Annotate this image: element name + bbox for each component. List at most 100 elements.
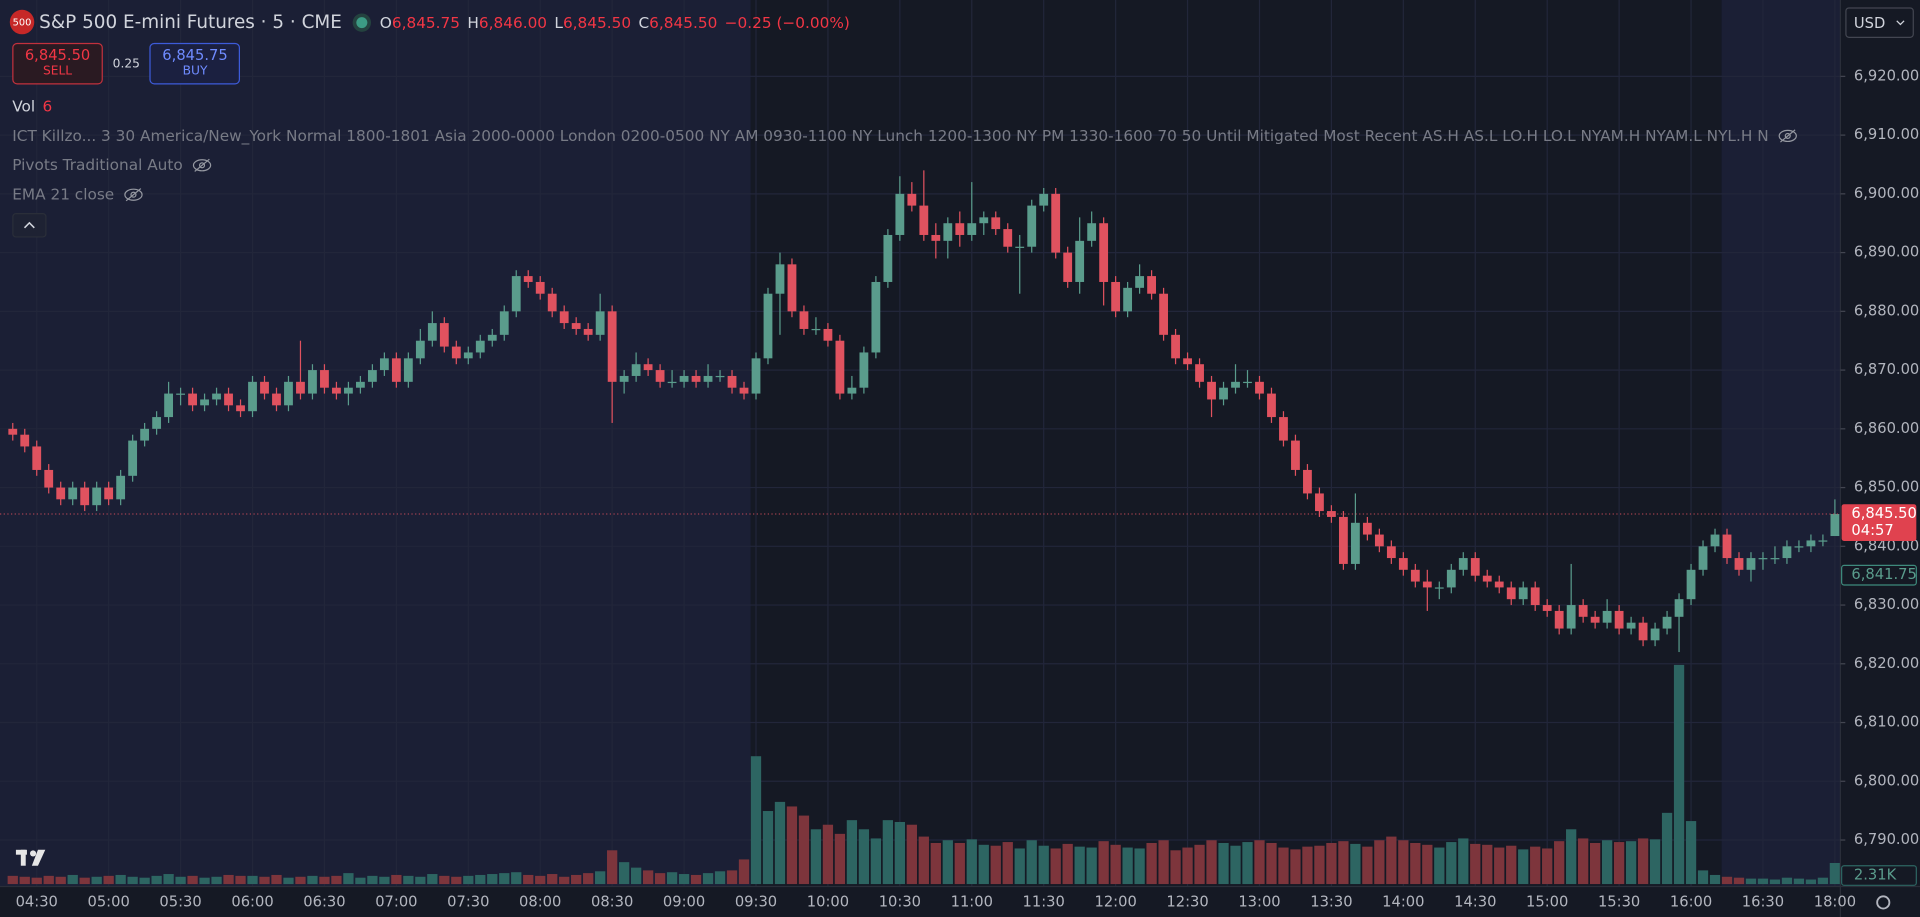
sell-label: SELL — [42, 64, 73, 79]
high-label: H — [467, 12, 479, 32]
volume-bar — [1362, 846, 1373, 885]
trade-buttons: 6,845.50 SELL 0.25 6,845.75 BUY — [12, 42, 241, 85]
candle-body — [56, 487, 66, 500]
volume-bar — [786, 806, 798, 885]
volume-bar — [1182, 847, 1193, 885]
candle-body — [1171, 334, 1180, 359]
volume-bar — [175, 876, 186, 885]
volume-bar — [139, 877, 150, 885]
volume-bar — [918, 836, 929, 885]
x-tick-label: 08:00 — [519, 893, 561, 910]
currency-select[interactable]: USD — [1845, 7, 1914, 38]
volume-bar — [1122, 847, 1133, 885]
x-tick-label: 16:30 — [1742, 893, 1784, 910]
candle-body — [1494, 581, 1504, 588]
candle-body — [955, 223, 965, 235]
y-tick-label: 6,920.00 — [1854, 67, 1919, 84]
candle-body — [1015, 246, 1025, 248]
volume-bar — [882, 820, 894, 885]
open-value: 6,845.75 — [391, 12, 461, 32]
candle-body — [895, 193, 905, 235]
candle-body — [727, 375, 737, 388]
volume-bar — [595, 871, 606, 885]
change-value: −0.25 (−0.00%) — [724, 12, 850, 32]
volume-bar — [1098, 841, 1109, 885]
volume-bar — [1625, 841, 1637, 885]
x-tick-label: 12:30 — [1166, 893, 1208, 910]
volume-bar — [1266, 842, 1277, 885]
candle-body — [1422, 581, 1432, 588]
hidden-icon[interactable] — [124, 187, 144, 202]
candle-body — [391, 358, 401, 382]
vol-label[interactable]: Vol — [12, 96, 36, 116]
volume-bar — [547, 874, 558, 885]
x-tick-label: 07:00 — [375, 893, 417, 910]
legend-header: 500 S&P 500 E-mini Futures · 5 · CME O 6,… — [9, 9, 850, 35]
volume-bar — [762, 811, 774, 885]
pivots-label[interactable]: Pivots Traditional Auto — [12, 155, 183, 174]
volume-bar — [19, 876, 30, 885]
candle-body — [68, 487, 78, 500]
volume-bar — [295, 876, 306, 885]
sell-price: 6,845.50 — [24, 46, 91, 64]
candle-body — [1159, 293, 1168, 335]
volume-bar — [630, 867, 642, 885]
candle-body — [92, 487, 102, 506]
symbol-badge: 500 — [9, 9, 35, 35]
volume-bar — [511, 872, 522, 885]
candle-body — [1650, 628, 1660, 641]
settings-icon[interactable] — [1876, 895, 1891, 910]
volume-bar — [1374, 840, 1385, 885]
collapse-button[interactable] — [12, 213, 47, 238]
candle-body — [475, 340, 485, 353]
volume-bar — [31, 877, 42, 885]
volume-bar — [990, 845, 1001, 885]
candle-body — [1818, 540, 1828, 542]
candle-body — [188, 393, 197, 406]
candle-body — [1458, 558, 1468, 570]
candle-body — [1446, 569, 1456, 588]
candle-body — [823, 328, 833, 341]
volume-bar — [427, 874, 438, 885]
volume-bar — [1434, 847, 1445, 885]
candle-body — [272, 393, 281, 406]
volume-bar — [954, 842, 965, 885]
high-value: 6,846.00 — [478, 12, 548, 32]
y-tick-label: 6,890.00 — [1854, 244, 1919, 261]
candle-body — [499, 311, 509, 335]
volume-bar — [1158, 840, 1169, 885]
candle-body — [1770, 558, 1780, 560]
candle-body — [619, 375, 629, 382]
candle-body — [595, 311, 605, 335]
candle-body — [1111, 281, 1121, 312]
hidden-icon[interactable] — [193, 157, 213, 172]
volume-bar — [211, 876, 222, 885]
candle-body — [44, 469, 54, 488]
volume-bar — [1062, 843, 1073, 885]
session-shade — [0, 0, 751, 887]
hidden-icon[interactable] — [1778, 128, 1798, 143]
candle-body — [1219, 387, 1228, 400]
volume-bar — [1218, 842, 1229, 885]
volume-bar — [690, 874, 702, 885]
chevron-up — [23, 221, 35, 229]
buy-button[interactable]: 6,845.75 BUY — [149, 42, 241, 85]
volume-bar — [1601, 840, 1613, 885]
candle-body — [152, 417, 162, 429]
pivots-legend: Pivots Traditional Auto — [12, 156, 212, 174]
y-tick-label: 6,870.00 — [1854, 361, 1919, 378]
ema-label[interactable]: EMA 21 close — [12, 184, 115, 204]
volume-bar — [1757, 878, 1769, 885]
x-tick-label: 05:00 — [87, 893, 129, 910]
killzones-label[interactable]: ICT Killzo... 3 30 America/New_York Norm… — [12, 126, 1769, 145]
volume-bar — [1793, 878, 1805, 885]
candle-body — [32, 446, 42, 470]
volume-bar — [67, 874, 78, 885]
symbol-title[interactable]: S&P 500 E-mini Futures · 5 · CME — [39, 11, 342, 34]
volume-bar — [1494, 847, 1505, 885]
sell-button[interactable]: 6,845.50 SELL — [12, 42, 103, 85]
volume-bar — [235, 875, 246, 885]
candle-body — [775, 264, 785, 294]
candle-body — [248, 381, 257, 412]
x-tick-label: 04:30 — [16, 893, 58, 910]
